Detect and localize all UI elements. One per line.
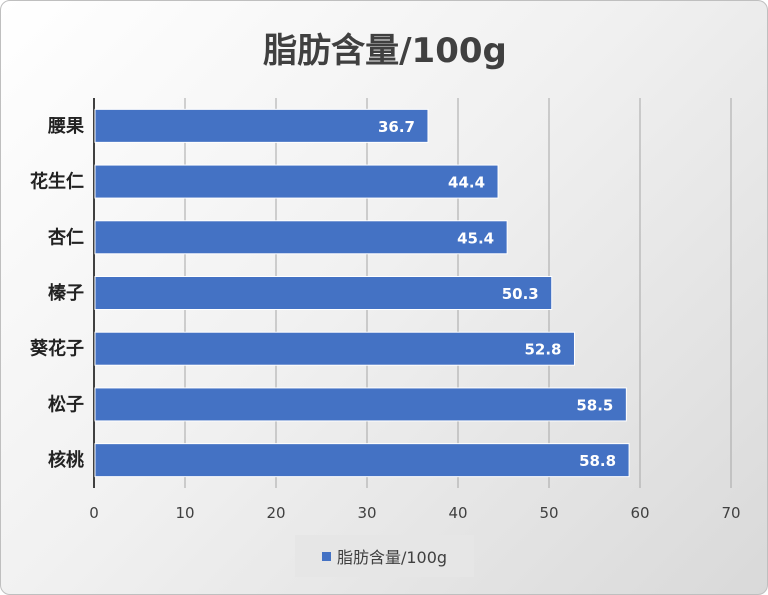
x-tick-label: 20 <box>266 504 285 522</box>
data-label: 45.4 <box>457 229 494 247</box>
data-label: 36.7 <box>378 118 415 136</box>
legend-label: 脂肪含量/100g <box>336 548 448 567</box>
x-tick-label: 50 <box>539 504 558 522</box>
category-label: 杏仁 <box>48 226 84 248</box>
x-tick-label: 0 <box>89 504 99 522</box>
x-tick-label: 30 <box>357 504 376 522</box>
bar <box>94 331 575 366</box>
bar <box>94 276 553 310</box>
data-label: 58.8 <box>579 452 616 470</box>
chart-title: 脂肪含量/100g <box>263 31 507 71</box>
bar <box>94 387 627 422</box>
bar <box>94 164 499 199</box>
x-tick-label: 40 <box>448 504 467 522</box>
category-label: 花生仁 <box>30 171 84 193</box>
data-label: 58.5 <box>576 396 613 414</box>
bar <box>94 108 429 143</box>
category-label: 松子 <box>48 393 84 415</box>
legend-swatch-icon <box>321 551 331 561</box>
category-label: 葵花子 <box>29 338 84 360</box>
bar <box>94 443 630 478</box>
x-tick-label: 70 <box>721 504 740 522</box>
data-label: 44.4 <box>448 174 485 192</box>
x-tick-label: 60 <box>630 504 649 522</box>
x-tick-label: 10 <box>175 504 194 522</box>
data-label: 50.3 <box>502 285 539 303</box>
bar <box>94 220 508 255</box>
category-label: 榛子 <box>48 282 84 304</box>
category-label: 核桃 <box>48 449 84 471</box>
data-label: 52.8 <box>524 341 561 359</box>
category-label: 腰果 <box>47 116 85 137</box>
legend: 脂肪含量/100g <box>295 535 474 577</box>
